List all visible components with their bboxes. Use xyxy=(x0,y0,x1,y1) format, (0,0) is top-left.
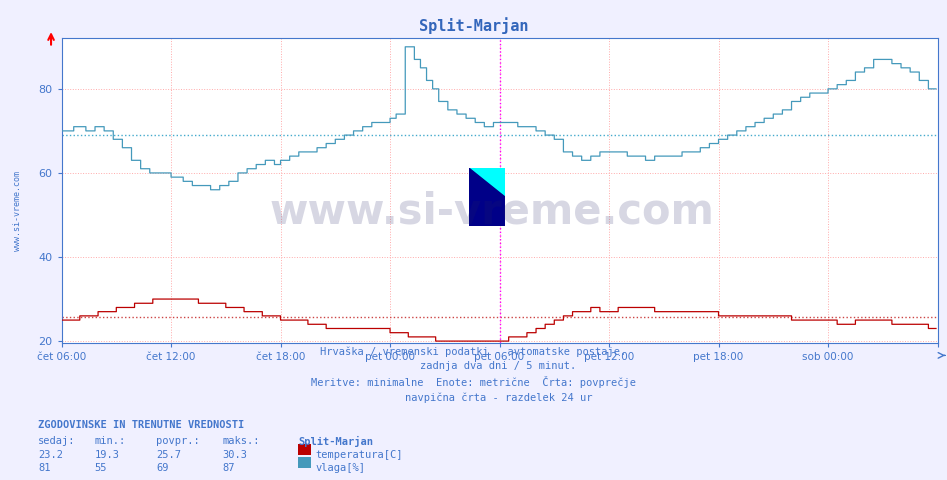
Text: 30.3: 30.3 xyxy=(223,450,247,460)
Text: 55: 55 xyxy=(95,463,107,473)
Text: sedaj:: sedaj: xyxy=(38,436,76,446)
Text: temperatura[C]: temperatura[C] xyxy=(315,450,402,460)
Polygon shape xyxy=(469,168,505,197)
Text: min.:: min.: xyxy=(95,436,126,446)
Text: 25.7: 25.7 xyxy=(156,450,181,460)
Text: 23.2: 23.2 xyxy=(38,450,63,460)
Text: 87: 87 xyxy=(223,463,235,473)
Polygon shape xyxy=(469,168,505,226)
Text: vlaga[%]: vlaga[%] xyxy=(315,463,366,473)
Text: Hrvaška / vremenski podatki - avtomatske postaje.
        zadnja dva dni / 5 min: Hrvaška / vremenski podatki - avtomatske… xyxy=(311,347,636,403)
Text: ZGODOVINSKE IN TRENUTNE VREDNOSTI: ZGODOVINSKE IN TRENUTNE VREDNOSTI xyxy=(38,420,244,430)
Text: maks.:: maks.: xyxy=(223,436,260,446)
Text: Split-Marjan: Split-Marjan xyxy=(298,436,373,447)
Text: www.si-vreme.com: www.si-vreme.com xyxy=(270,190,715,232)
Text: Split-Marjan: Split-Marjan xyxy=(419,17,528,34)
Text: 69: 69 xyxy=(156,463,169,473)
Text: 81: 81 xyxy=(38,463,50,473)
Text: 19.3: 19.3 xyxy=(95,450,119,460)
Text: www.si-vreme.com: www.si-vreme.com xyxy=(12,171,22,251)
Text: povpr.:: povpr.: xyxy=(156,436,200,446)
